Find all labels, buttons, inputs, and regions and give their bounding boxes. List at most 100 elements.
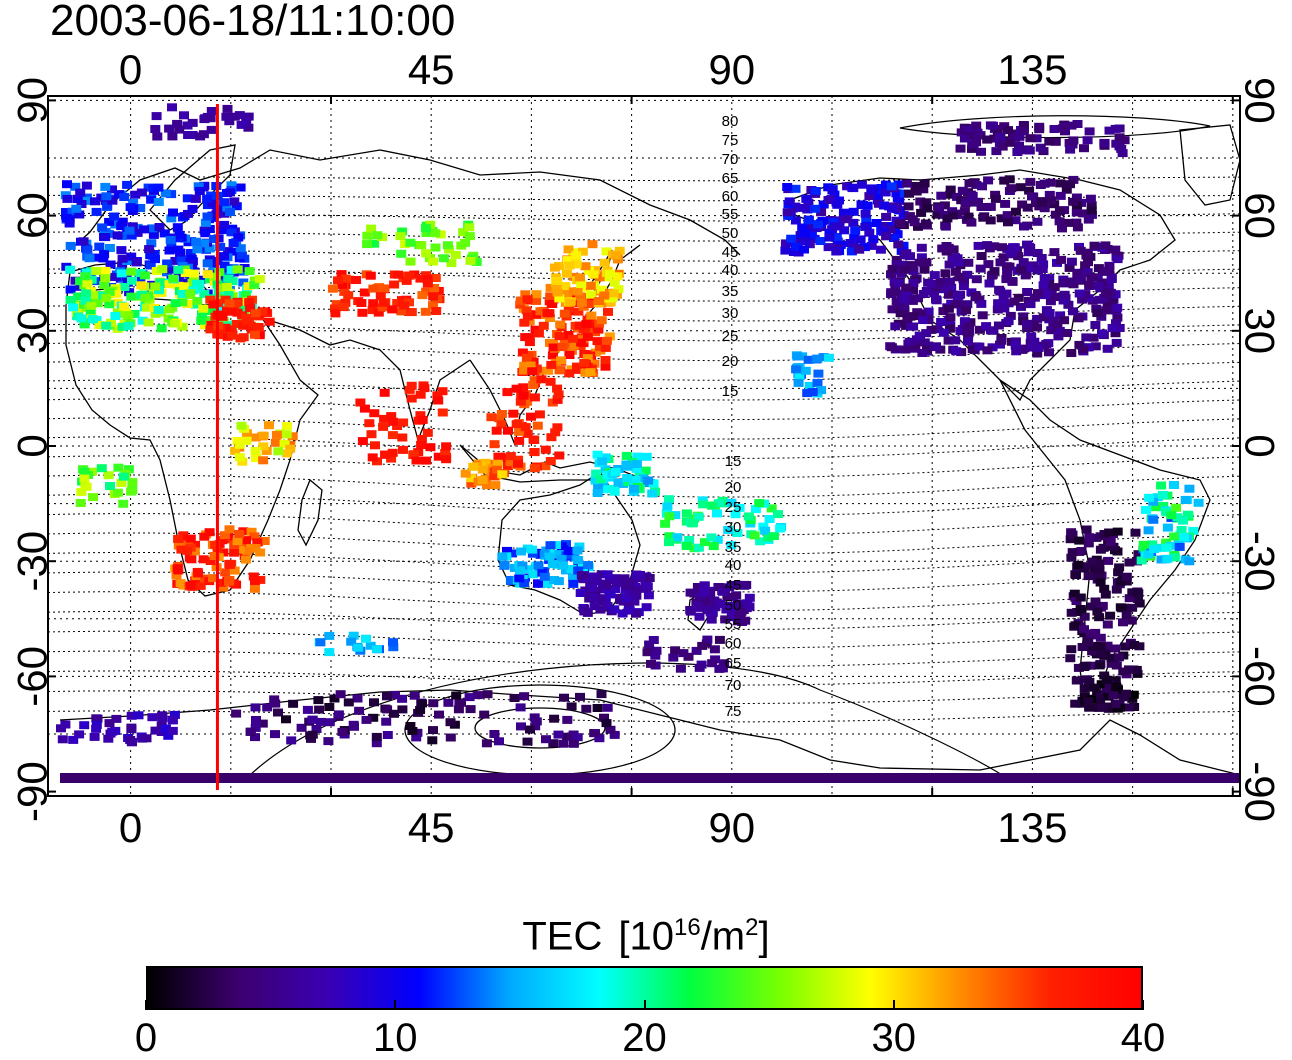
tec-cell bbox=[920, 219, 931, 228]
tec-cell bbox=[333, 710, 344, 719]
tec-cell bbox=[810, 187, 821, 195]
tec-cell bbox=[601, 247, 612, 256]
tec-cell bbox=[918, 316, 929, 324]
tec-cell bbox=[81, 289, 91, 298]
tec-cell bbox=[768, 532, 779, 541]
tec-cell bbox=[946, 299, 957, 308]
contour-line bbox=[48, 194, 1240, 202]
tec-cell bbox=[864, 228, 875, 237]
tec-cell bbox=[204, 225, 215, 233]
tec-cell bbox=[202, 259, 213, 268]
tec-cell bbox=[520, 423, 531, 432]
tec-cell bbox=[760, 526, 771, 535]
contour-label-south: 75 bbox=[725, 703, 742, 720]
tec-cell bbox=[600, 362, 611, 371]
tec-cell bbox=[480, 458, 491, 467]
tec-cell bbox=[204, 528, 215, 537]
tec-cell bbox=[189, 269, 199, 278]
tec-cell bbox=[590, 266, 600, 275]
tec-cell bbox=[61, 213, 72, 222]
tec-cell bbox=[389, 280, 400, 289]
tec-cell bbox=[131, 258, 142, 267]
tec-cell bbox=[421, 271, 432, 280]
tec-cell bbox=[938, 328, 949, 337]
tec-cell bbox=[1075, 593, 1086, 602]
tec-cell bbox=[971, 138, 982, 147]
tec-cell bbox=[790, 184, 801, 193]
tec-cell bbox=[387, 305, 398, 314]
tec-cell bbox=[103, 734, 114, 743]
tec-cell bbox=[976, 147, 986, 156]
tec-cell bbox=[443, 698, 454, 707]
tec-cell bbox=[648, 479, 659, 488]
tec-cell bbox=[706, 533, 717, 542]
tec-cell bbox=[417, 699, 427, 708]
tec-cell bbox=[579, 359, 590, 367]
tec-cell bbox=[929, 289, 940, 298]
tec-cell bbox=[943, 304, 954, 313]
tec-cell bbox=[831, 247, 842, 256]
lat-tick-label-left: 0 bbox=[9, 434, 56, 457]
contour-line bbox=[48, 249, 1240, 262]
tec-cell bbox=[1078, 345, 1088, 354]
tec-cell bbox=[229, 112, 240, 121]
tec-cell bbox=[970, 292, 981, 301]
tec-cell bbox=[950, 336, 961, 345]
tec-cell bbox=[369, 409, 380, 418]
tec-cell bbox=[1114, 133, 1125, 142]
tec-cell bbox=[1097, 703, 1108, 712]
tec-polar-band bbox=[60, 773, 1240, 783]
tec-cell bbox=[1074, 289, 1085, 298]
tec-cell bbox=[245, 727, 256, 736]
tec-cell bbox=[961, 197, 971, 206]
tec-cell bbox=[226, 265, 237, 274]
tec-cell bbox=[393, 270, 404, 279]
tec-cell bbox=[613, 478, 624, 487]
tec-cell bbox=[545, 377, 556, 386]
tec-cell bbox=[76, 487, 87, 496]
tec-cell bbox=[116, 222, 127, 231]
colorbar-unit-exp2: 2 bbox=[745, 914, 759, 941]
tec-cell bbox=[1124, 558, 1135, 567]
tec-cell bbox=[562, 715, 573, 724]
tec-cell bbox=[375, 292, 386, 301]
tec-cell bbox=[1052, 320, 1063, 329]
tec-cell bbox=[552, 384, 563, 393]
tec-cell bbox=[324, 703, 335, 711]
tec-cell bbox=[754, 499, 765, 508]
tec-cell bbox=[192, 245, 203, 254]
tec-cell bbox=[1095, 643, 1106, 652]
tec-cell bbox=[481, 739, 492, 748]
tec-cell bbox=[546, 360, 557, 369]
tec-cell bbox=[1024, 146, 1035, 155]
tec-cell bbox=[118, 499, 129, 508]
tec-cell bbox=[934, 203, 945, 212]
tec-cell bbox=[1095, 578, 1106, 587]
tec-cell bbox=[215, 578, 226, 587]
tec-cell bbox=[904, 189, 915, 198]
tec-cell bbox=[1100, 590, 1111, 599]
tec-cell bbox=[526, 412, 536, 421]
tec-cell bbox=[1075, 275, 1086, 283]
tec-cell bbox=[1162, 523, 1173, 532]
tec-cell bbox=[848, 218, 859, 227]
tec-cell bbox=[599, 713, 609, 722]
tec-cell bbox=[191, 238, 202, 246]
contour-label-south: 35 bbox=[725, 539, 742, 556]
tec-cell bbox=[378, 284, 389, 293]
tec-cell bbox=[185, 249, 196, 257]
tec-cell bbox=[123, 321, 134, 330]
tec-cell bbox=[65, 285, 76, 294]
tec-cell bbox=[428, 292, 439, 301]
tec-cell bbox=[886, 270, 896, 279]
tec-cell bbox=[107, 727, 118, 736]
tec-cell bbox=[505, 452, 516, 461]
contour-line bbox=[48, 417, 1240, 440]
tec-cell bbox=[936, 318, 947, 326]
tec-cell bbox=[75, 277, 86, 286]
lon-tick-label-bottom: 0 bbox=[119, 804, 142, 851]
tec-cell bbox=[932, 325, 943, 334]
tec-cell bbox=[86, 301, 97, 310]
tec-cell bbox=[981, 322, 992, 331]
tec-cell bbox=[554, 366, 565, 375]
